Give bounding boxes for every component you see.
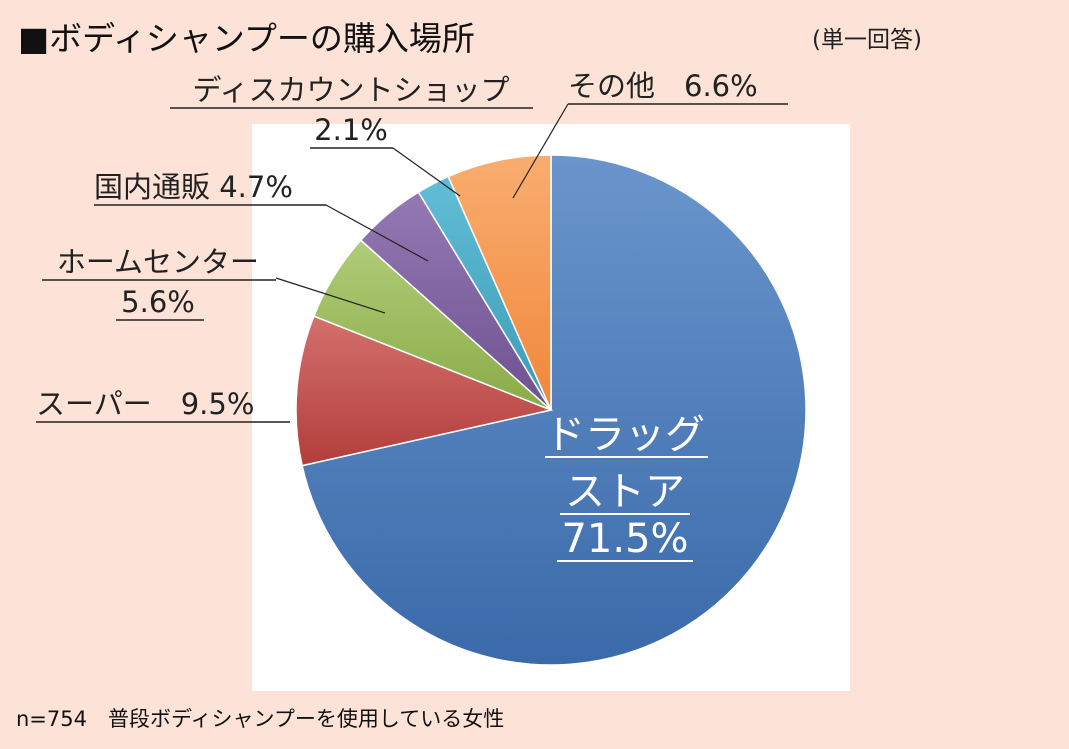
- slice-label-5: 2.1%: [314, 113, 388, 147]
- pie-slice-2: [295, 315, 554, 467]
- slice-label-5: ディスカウントショップ: [193, 73, 510, 107]
- footnote: n=754 普段ボディシャンプーを使用している女性: [16, 707, 505, 731]
- leader-line-5: [392, 147, 461, 197]
- slice-label-1: ストア: [565, 469, 685, 515]
- slice-label-1: 71.5%: [561, 516, 688, 562]
- leader-line-4: [325, 204, 429, 262]
- leader-line-3: [275, 277, 386, 314]
- slice-label-3: 5.6%: [121, 285, 195, 319]
- pie-slice-6: [447, 154, 552, 411]
- slice-label-6: その他 6.6%: [568, 69, 758, 103]
- slice-label-3: ホームセンター: [57, 245, 259, 279]
- pie-slice-1: [301, 154, 807, 666]
- chart-subtitle: (単一回答): [812, 27, 922, 53]
- leader-line-6: [512, 103, 569, 199]
- slice-label-2: スーパー 9.5%: [36, 387, 254, 421]
- slice-label-1: ドラッグ: [545, 412, 705, 458]
- slice-label-4: 国内通販 4.7%: [94, 170, 293, 204]
- chart-title: ■ボディシャンプーの購入場所: [18, 19, 475, 58]
